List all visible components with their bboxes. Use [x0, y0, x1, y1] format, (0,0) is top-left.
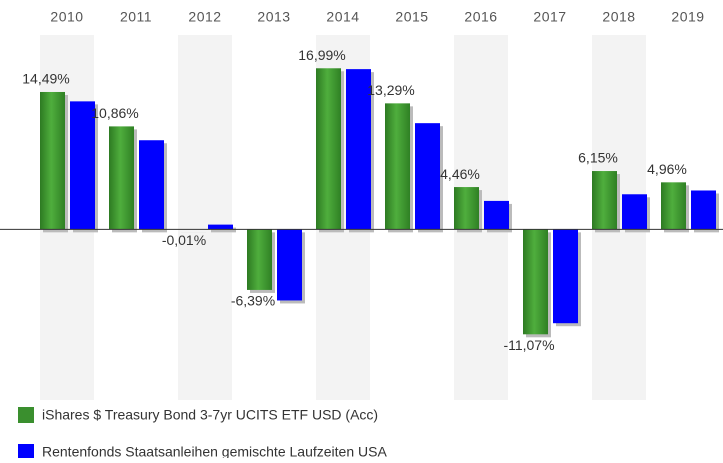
data-label: 4,96%: [647, 161, 687, 177]
bar: [109, 126, 134, 229]
data-label: 4,46%: [440, 166, 480, 182]
legend-label: iShares $ Treasury Bond 3-7yr UCITS ETF …: [42, 407, 378, 423]
legend-label: Rentenfonds Staatsanleihen gemischte Lau…: [42, 444, 387, 458]
x-tick-label: 2012: [188, 9, 221, 25]
data-label: 13,29%: [367, 82, 414, 98]
bar: [691, 190, 716, 229]
bar: [622, 194, 647, 229]
bar: [484, 201, 509, 229]
bar: [523, 229, 548, 334]
bar: [208, 225, 233, 230]
data-label: 14,49%: [22, 71, 69, 87]
x-tick-label: 2010: [50, 9, 83, 25]
bar: [661, 182, 686, 229]
legend-swatch: [18, 444, 34, 458]
bar: [592, 171, 617, 229]
data-label: 6,15%: [578, 150, 618, 166]
data-label: 10,86%: [91, 105, 138, 121]
legend-swatch: [18, 407, 34, 423]
bar: [454, 187, 479, 229]
data-label: -11,07%: [503, 337, 554, 353]
bar: [247, 229, 272, 290]
column-band: [178, 35, 232, 400]
x-tick-label: 2014: [326, 9, 359, 25]
data-label: -0,01%: [162, 232, 206, 248]
bar: [277, 229, 302, 300]
x-tick-label: 2016: [464, 9, 497, 25]
x-tick-label: 2013: [257, 9, 290, 25]
data-label: 16,99%: [298, 47, 345, 63]
data-label: -6,39%: [231, 293, 275, 309]
bar: [385, 103, 410, 229]
bar: [316, 68, 341, 229]
x-tick-label: 2017: [533, 9, 566, 25]
bar: [139, 140, 164, 229]
x-tick-label: 2011: [120, 9, 152, 25]
x-tick-label: 2015: [395, 9, 428, 25]
bar: [553, 229, 578, 323]
bar: [40, 92, 65, 229]
x-tick-label: 2019: [671, 9, 704, 25]
bar: [415, 123, 440, 229]
x-tick-label: 2018: [602, 9, 635, 25]
